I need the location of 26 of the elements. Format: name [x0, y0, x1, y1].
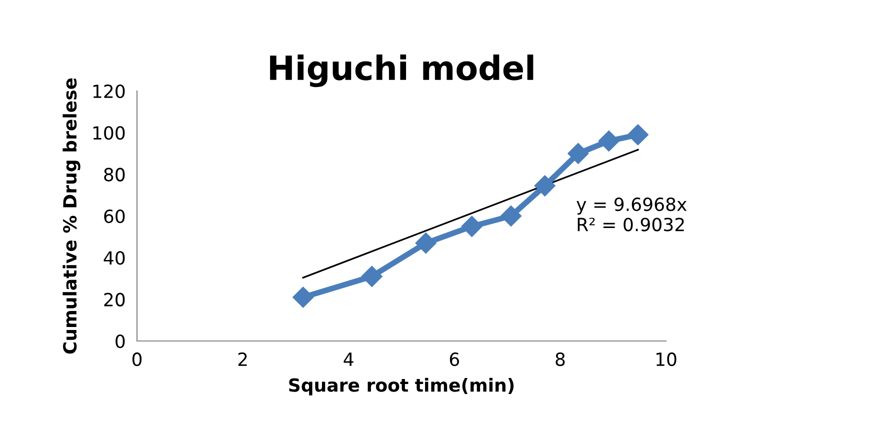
- y-tick-label: 100: [93, 126, 125, 140]
- x-tick-label: 8: [556, 352, 565, 366]
- point: [292, 286, 314, 308]
- y-tick-label: 80: [104, 168, 125, 182]
- chart-title: Higuchi model: [270, 54, 534, 88]
- x-tick-label: 2: [238, 352, 247, 366]
- point: [568, 142, 589, 164]
- point: [598, 130, 620, 152]
- annotation: y = 9.6968x R² = 0.9032: [576, 197, 687, 232]
- x-tick-label: 10: [656, 352, 676, 366]
- y-tick-label: 40: [104, 251, 125, 265]
- x-tick-label: 6: [450, 352, 460, 366]
- y-tick-label: 20: [104, 292, 125, 306]
- y-tick-label: 120: [93, 84, 125, 98]
- point: [534, 175, 556, 196]
- y-tick-label: 0: [116, 334, 125, 348]
- x-axis-title: Square root time(min): [289, 378, 514, 396]
- point: [361, 266, 382, 287]
- x-tick-label: 0: [132, 352, 142, 366]
- y-axis-title: Cumulative % Drug brelese: [62, 78, 80, 354]
- y-tick-label: 60: [104, 209, 125, 224]
- point: [627, 124, 648, 146]
- point: [461, 216, 482, 237]
- point: [500, 205, 522, 227]
- x-tick-label: 4: [344, 352, 354, 366]
- point: [415, 232, 436, 254]
